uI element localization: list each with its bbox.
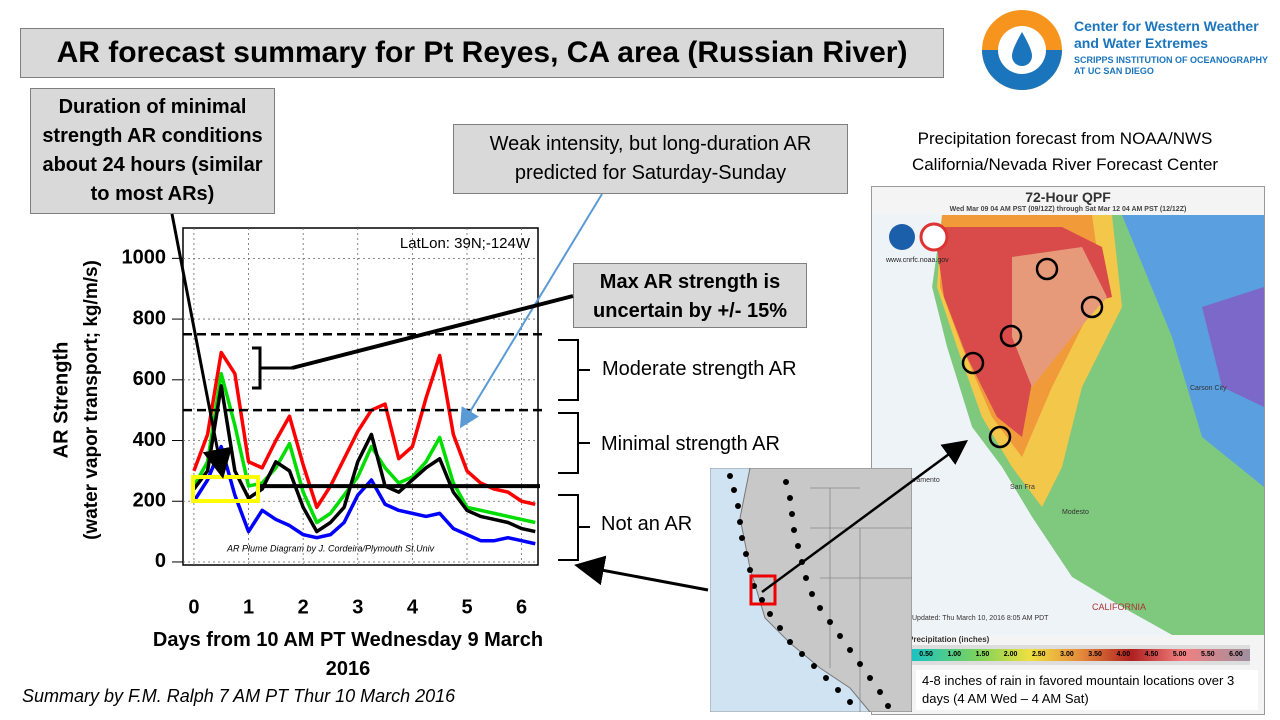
- qpf-legend-label: 4.00: [1116, 651, 1131, 658]
- y-tick-label: 400: [133, 429, 166, 451]
- logo: [982, 10, 1062, 90]
- qpf-legend-label: 3.50: [1088, 651, 1102, 658]
- qpf-note: 4-8 inches of rain in favored mountain l…: [916, 670, 1258, 710]
- x-tick-label: 3: [352, 596, 363, 618]
- x-tick-label: 4: [407, 596, 419, 618]
- place: Modesto: [1062, 509, 1089, 516]
- x-tick-label: 2: [298, 596, 309, 618]
- qpf-updated: Updated: Thu March 10, 2016 8:05 AM PDT: [912, 615, 1049, 622]
- y-tick-label: 800: [133, 307, 166, 329]
- qpf-legend-label: 1.50: [975, 651, 990, 658]
- callout: Max AR strength is uncertain by +/- 15%: [573, 263, 807, 328]
- bracket-label: Moderate strength AR: [602, 358, 797, 380]
- slide-title: AR forecast summary for Pt Reyes, CA are…: [20, 28, 944, 78]
- qpf-title: 72-Hour QPF: [1025, 189, 1111, 205]
- y-tick-label: 0: [155, 550, 166, 572]
- callout: Weak intensity, but long-duration AR pre…: [453, 124, 848, 194]
- place: San Fra: [1010, 484, 1035, 491]
- x-tick-label: 6: [516, 596, 527, 618]
- qpf-legend-title: Precipitation (inches): [908, 635, 990, 644]
- y-axis-label: AR Strength: [50, 342, 72, 459]
- qpf-source: www.cnrfc.noaa.gov: [886, 257, 949, 264]
- qpf-legend-label: 2.00: [1003, 651, 1018, 658]
- qpf-legend-label: 0.50: [919, 651, 933, 658]
- y-axis-label: (water vapor transport; kg/m/s): [81, 260, 102, 540]
- x-tick-label: 1: [243, 596, 254, 618]
- bracket-label: Minimal strength AR: [601, 433, 780, 455]
- place: CALIFORNIA: [1092, 602, 1147, 612]
- annotation: LatLon: 39N;-124W: [400, 235, 531, 252]
- qpf-legend-label: 1.00: [947, 651, 962, 658]
- place: Carson City: [1190, 385, 1227, 392]
- y-tick-label: 1000: [122, 247, 167, 269]
- x-axis-label: Days from 10 AM PT Wednesday 9 March 201…: [152, 629, 544, 680]
- qpf-subtitle: Wed Mar 09 04 AM PST (09/12Z) through Sa…: [949, 206, 1187, 213]
- qpf-legend-label: 5.50: [1200, 651, 1215, 658]
- callout: Duration of minimal strength AR conditio…: [30, 88, 275, 214]
- bracket-label: Not an AR: [601, 513, 693, 535]
- qpf-map: 72-Hour QPF Wed Mar 09 04 AM PST (09/12Z…: [871, 186, 1265, 715]
- footer: Summary by F.M. Ralph 7 AM PT Thur 10 Ma…: [22, 686, 456, 706]
- series-line: [192, 350, 536, 510]
- qpf-legend: 0.50 1.00 1.50 2.00 2.50 3.00 3.50 4.00 4.50 5.00…: [912, 651, 1250, 658]
- logo-name: Center for Western Weather and Water Ext…: [1074, 18, 1259, 51]
- qpf-legend-label: 3.00: [1060, 651, 1074, 658]
- qpf-legend-label: 2.50: [1031, 651, 1046, 658]
- plot-area: [182, 227, 539, 566]
- x-tick-label: 5: [461, 596, 472, 618]
- y-tick-label: 200: [133, 490, 166, 512]
- qpf-legend-label: 4.50: [1144, 651, 1159, 658]
- qpf-caption: Precipitation forecast from NOAA/NWS Cal…: [911, 129, 1219, 174]
- x-tick-label: 0: [188, 596, 199, 618]
- logo-institution: SCRIPPS INSTITUTION OF OCEANOGRAPHY AT U…: [1074, 55, 1268, 76]
- qpf-legend-label: 5.00: [1172, 651, 1187, 658]
- inset-map: [710, 468, 912, 712]
- annotation: AR Plume Diagram by J. Cordeira/Plymouth…: [226, 543, 435, 553]
- y-tick-label: 600: [133, 368, 166, 390]
- qpf-legend-label: 6.00: [1229, 651, 1243, 658]
